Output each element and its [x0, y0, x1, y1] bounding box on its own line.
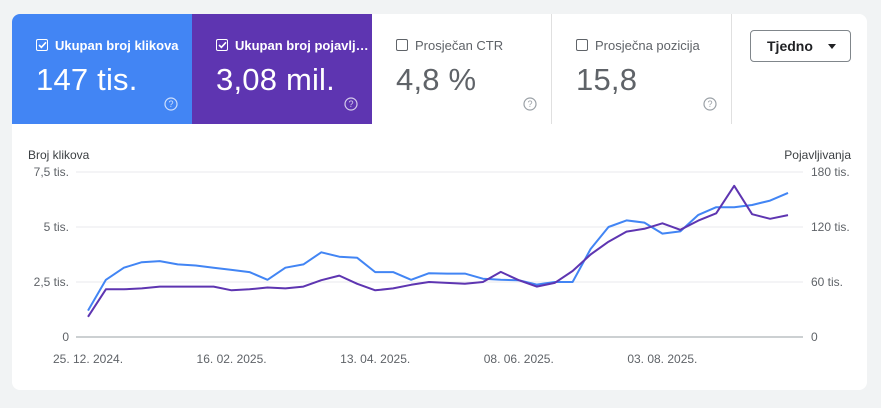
metric-tab-clicks[interactable]: Ukupan broj klikova 147 tis. ?: [12, 14, 192, 124]
impressions-series-line: [87, 184, 789, 318]
x-tick-label: 25. 12. 2024.: [53, 352, 123, 366]
checkbox-checked-icon[interactable]: [216, 39, 228, 51]
metric-tab-position[interactable]: Prosječna pozicija 15,8 ?: [552, 14, 732, 124]
metric-value: 4,8 %: [396, 62, 477, 97]
metric-label: Prosječna pozicija: [595, 37, 700, 53]
checkbox-checked-icon[interactable]: [36, 39, 48, 51]
checkbox-unchecked-icon[interactable]: [396, 39, 408, 51]
right-tick-label: 180 tis.: [811, 165, 850, 179]
svg-text:?: ?: [527, 99, 532, 109]
metric-value: 3,08 mil.: [216, 62, 335, 97]
help-circle-icon[interactable]: ?: [703, 97, 717, 111]
performance-chart: 0 0 2,5 tis. 60 tis. 5 tis. 120 tis. 7,5 tis. 1…: [34, 165, 850, 366]
right-tick-label: 60 tis.: [811, 275, 843, 289]
metric-value: 147 tis.: [36, 62, 138, 97]
left-tick-label: 0: [62, 330, 69, 344]
metric-tab-impressions[interactable]: Ukupan broj pojavljivanja 3,08 mil. ?: [192, 14, 372, 124]
metric-header: Ukupan broj klikova: [36, 36, 192, 54]
x-tick-label: 13. 04. 2025.: [340, 352, 410, 366]
right-axis-title: Pojavljivanja: [784, 148, 851, 162]
x-tick-label: 03. 08. 2025.: [627, 352, 697, 366]
metric-value: 15,8: [576, 62, 638, 97]
period-label: Tjedno: [767, 38, 813, 54]
metric-label: Ukupan broj klikova: [55, 37, 179, 53]
performance-card: Ukupan broj klikova 147 tis. ? Ukupan br…: [12, 14, 867, 390]
left-tick-label: 7,5 tis.: [34, 165, 69, 179]
left-axis-title: Broj klikova: [28, 148, 90, 162]
checkbox-unchecked-icon[interactable]: [576, 39, 588, 51]
x-tick-label: 08. 06. 2025.: [484, 352, 554, 366]
help-circle-icon[interactable]: ?: [164, 97, 178, 111]
metric-label: Prosječan CTR: [415, 37, 504, 53]
help-circle-icon[interactable]: ?: [523, 97, 537, 111]
svg-text:?: ?: [707, 99, 712, 109]
metric-header: Ukupan broj pojavljivanja: [216, 36, 372, 54]
metric-tabs: Ukupan broj klikova 147 tis. ? Ukupan br…: [12, 14, 867, 124]
help-circle-icon[interactable]: ?: [344, 97, 358, 111]
svg-text:?: ?: [168, 99, 173, 109]
x-tick-label: 16. 02. 2025.: [197, 352, 267, 366]
metric-header: Prosječna pozicija: [576, 36, 731, 54]
right-tick-label: 120 tis.: [811, 220, 850, 234]
metric-tab-ctr[interactable]: Prosječan CTR 4,8 % ?: [372, 14, 552, 124]
left-tick-label: 2,5 tis.: [34, 275, 69, 289]
metric-header: Prosječan CTR: [396, 36, 551, 54]
right-tick-label: 0: [811, 330, 818, 344]
dropdown-caret-icon: [828, 44, 836, 49]
svg-text:?: ?: [348, 99, 353, 109]
clicks-series-line: [87, 191, 789, 312]
left-tick-label: 5 tis.: [44, 220, 69, 234]
metric-label: Ukupan broj pojavljivanja: [235, 37, 372, 53]
period-dropdown[interactable]: Tjedno: [750, 30, 851, 62]
